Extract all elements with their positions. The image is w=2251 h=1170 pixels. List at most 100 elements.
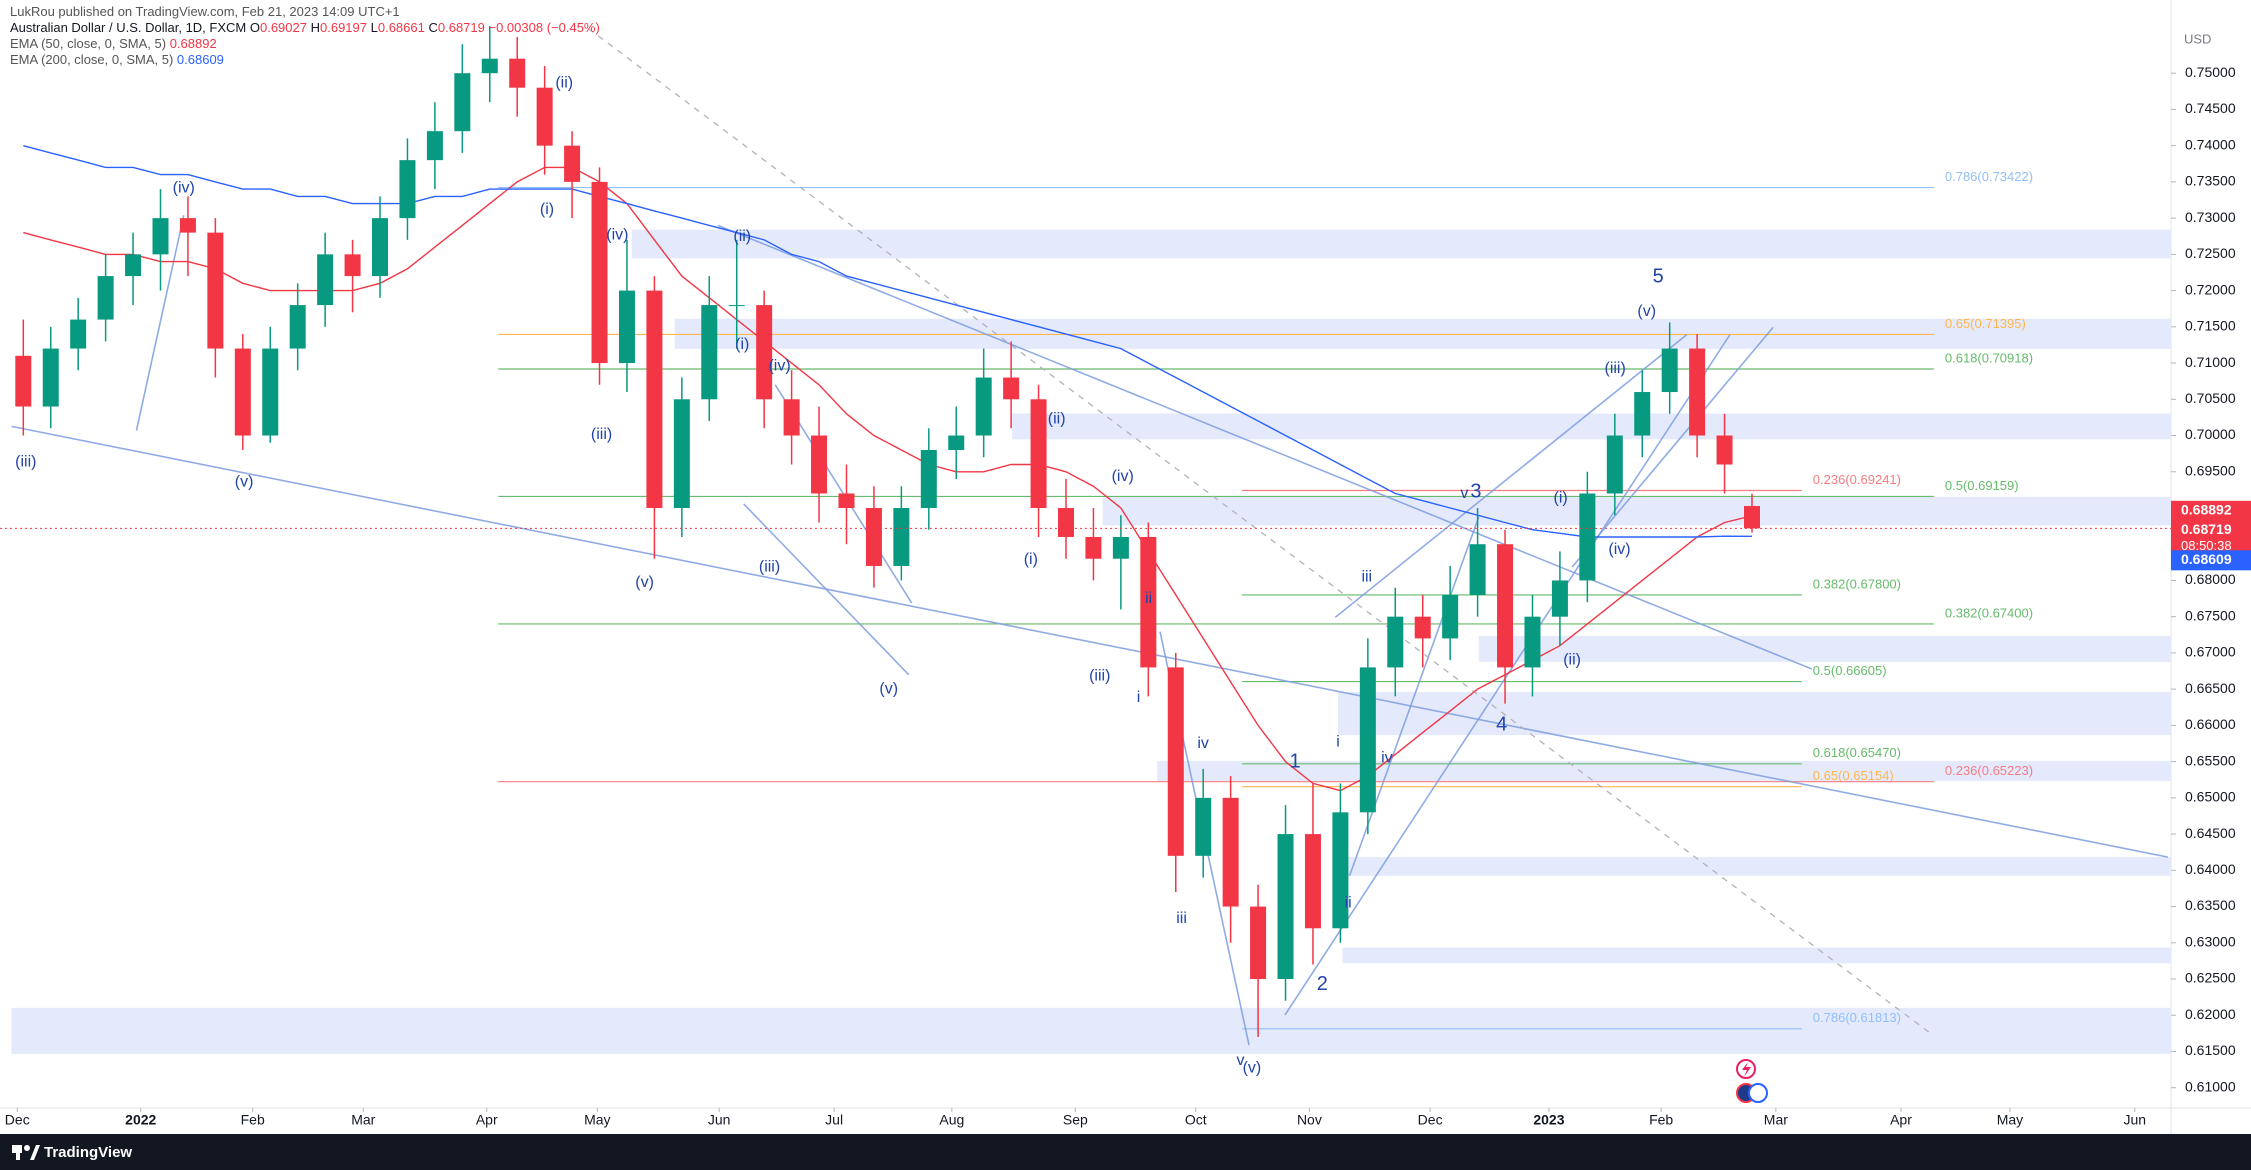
fib-label: 0.236(0.69241) bbox=[1813, 472, 1901, 487]
wave-label: 1 bbox=[1289, 751, 1300, 773]
y-tick-label: 0.70500 bbox=[2185, 390, 2236, 406]
candle-body bbox=[1112, 536, 1129, 559]
candle-body bbox=[42, 348, 59, 407]
candle-body bbox=[70, 319, 87, 349]
y-tick-label: 0.65500 bbox=[2185, 752, 2236, 768]
wave-label: i bbox=[1137, 689, 1141, 706]
candle-body bbox=[1277, 834, 1294, 980]
candle-body bbox=[893, 507, 910, 566]
candle-body bbox=[152, 218, 169, 255]
candle-body bbox=[865, 507, 882, 566]
y-tick-label: 0.69500 bbox=[2185, 462, 2236, 478]
candle-body bbox=[179, 218, 196, 233]
wave-label: iii bbox=[1361, 568, 1372, 585]
footer bbox=[0, 1134, 2251, 1170]
event-icon[interactable] bbox=[1736, 1059, 1756, 1079]
candle-body bbox=[317, 254, 334, 306]
candle-body bbox=[1606, 435, 1623, 494]
y-tick-label: 0.62000 bbox=[2185, 1006, 2236, 1022]
wave-label: iv bbox=[1197, 735, 1209, 752]
y-tick-label: 0.63000 bbox=[2185, 933, 2236, 949]
trendline bbox=[1334, 333, 1688, 618]
candle-body bbox=[1661, 348, 1678, 393]
ohlc-value: 0.68661 bbox=[377, 20, 425, 35]
annot: (iii) (iv) (v) (ii) (i) (iv) (iii) (v) (ii) (i) (i… bbox=[15, 74, 1664, 1076]
candle-body bbox=[1551, 580, 1568, 617]
wave-label: (iv) bbox=[768, 357, 790, 374]
y-tick-label: 0.65000 bbox=[2185, 789, 2236, 805]
x-tick-label: Apr bbox=[476, 1112, 498, 1128]
x-tick-label: 2023 bbox=[1533, 1112, 1564, 1128]
zone bbox=[1102, 496, 2171, 526]
x-tick-label: Sep bbox=[1063, 1112, 1088, 1128]
x-tick-label: Feb bbox=[241, 1112, 265, 1128]
wave-label: iv bbox=[1381, 749, 1393, 766]
y-tick-label: 0.70000 bbox=[2185, 426, 2236, 442]
candle-body bbox=[1579, 493, 1596, 581]
x-tick-label: May bbox=[1997, 1112, 2023, 1128]
fib-label: 0.5(0.69159) bbox=[1945, 478, 2019, 493]
candle-body bbox=[509, 58, 526, 88]
ema-line bbox=[23, 166, 1753, 792]
candle-body bbox=[426, 131, 443, 161]
event-icon[interactable] bbox=[1748, 1083, 1768, 1103]
candle-body bbox=[372, 218, 389, 277]
candle-body bbox=[1469, 544, 1486, 595]
ema-name: EMA (50, close, 0, SMA, 5) bbox=[10, 36, 167, 51]
candle-body bbox=[536, 87, 553, 146]
x-tick-label: Nov bbox=[1297, 1112, 1322, 1128]
wave-label: (ii) bbox=[1048, 410, 1066, 427]
fib-label: 0.382(0.67400) bbox=[1945, 605, 2033, 620]
candle-body bbox=[1195, 797, 1212, 856]
candle-body bbox=[1716, 435, 1733, 465]
y-tick-label: 0.63500 bbox=[2185, 897, 2236, 913]
y-tick-label: 0.68000 bbox=[2185, 571, 2236, 587]
x-tick-label: Apr bbox=[1890, 1112, 1912, 1128]
event-icons[interactable] bbox=[1736, 1059, 1768, 1103]
fib-label: 0.65(0.65154) bbox=[1813, 768, 1894, 783]
wave-label: (iv) bbox=[1608, 541, 1630, 558]
fib-label: 0.5(0.66605) bbox=[1813, 663, 1887, 678]
countdown: 08:50:38 bbox=[2181, 538, 2232, 553]
candle-body bbox=[1689, 348, 1706, 436]
ohlc-value: 0.69027 bbox=[259, 20, 307, 35]
candle-body bbox=[454, 73, 471, 132]
fib-label: 0.618(0.65470) bbox=[1813, 745, 1901, 760]
ema-value: 0.68892 bbox=[169, 36, 217, 51]
wave-label: 2 bbox=[1317, 973, 1328, 995]
wave-label: (ii) bbox=[555, 74, 573, 91]
candle-body bbox=[673, 399, 690, 508]
wave-label: iii bbox=[1176, 910, 1187, 927]
y-tick-label: 0.67500 bbox=[2185, 607, 2236, 623]
x-tick-label: Oct bbox=[1185, 1112, 1207, 1128]
zone bbox=[1478, 636, 2171, 662]
wave-label: (iv) bbox=[606, 227, 628, 244]
trendline bbox=[135, 215, 185, 431]
zone bbox=[11, 1007, 2172, 1054]
trendline bbox=[717, 224, 1813, 670]
candle-body bbox=[920, 450, 937, 508]
y-tick-label: 0.73500 bbox=[2185, 173, 2236, 189]
candle-body bbox=[591, 181, 608, 364]
y-tick-label: 0.62500 bbox=[2185, 970, 2236, 986]
y-tick-label: 0.67000 bbox=[2185, 644, 2236, 660]
x-tick-label: Mar bbox=[351, 1112, 375, 1128]
wave-label: (v) bbox=[1243, 1059, 1262, 1076]
y-tick-label: 0.75000 bbox=[2185, 64, 2236, 80]
trendline bbox=[743, 503, 910, 676]
wave-label: ii bbox=[1145, 590, 1152, 607]
candle-body bbox=[1332, 812, 1349, 929]
candle-body bbox=[1167, 667, 1184, 856]
x-tick-label: Jun bbox=[2123, 1112, 2146, 1128]
candles bbox=[0, 26, 2171, 1037]
wave-label: ii bbox=[1345, 894, 1352, 911]
price-badge-label: 0.68719 bbox=[2181, 521, 2232, 537]
candle-body bbox=[1058, 507, 1075, 537]
symbol-title: Australian Dollar / U.S. Dollar, 1D, FXC… bbox=[10, 20, 247, 35]
fib-label: 0.65(0.71395) bbox=[1945, 316, 2026, 331]
price-badge-label: 0.68892 bbox=[2181, 502, 2232, 518]
wave-label: i bbox=[1336, 733, 1340, 750]
candle-body bbox=[756, 305, 773, 400]
candle-body bbox=[481, 58, 498, 74]
